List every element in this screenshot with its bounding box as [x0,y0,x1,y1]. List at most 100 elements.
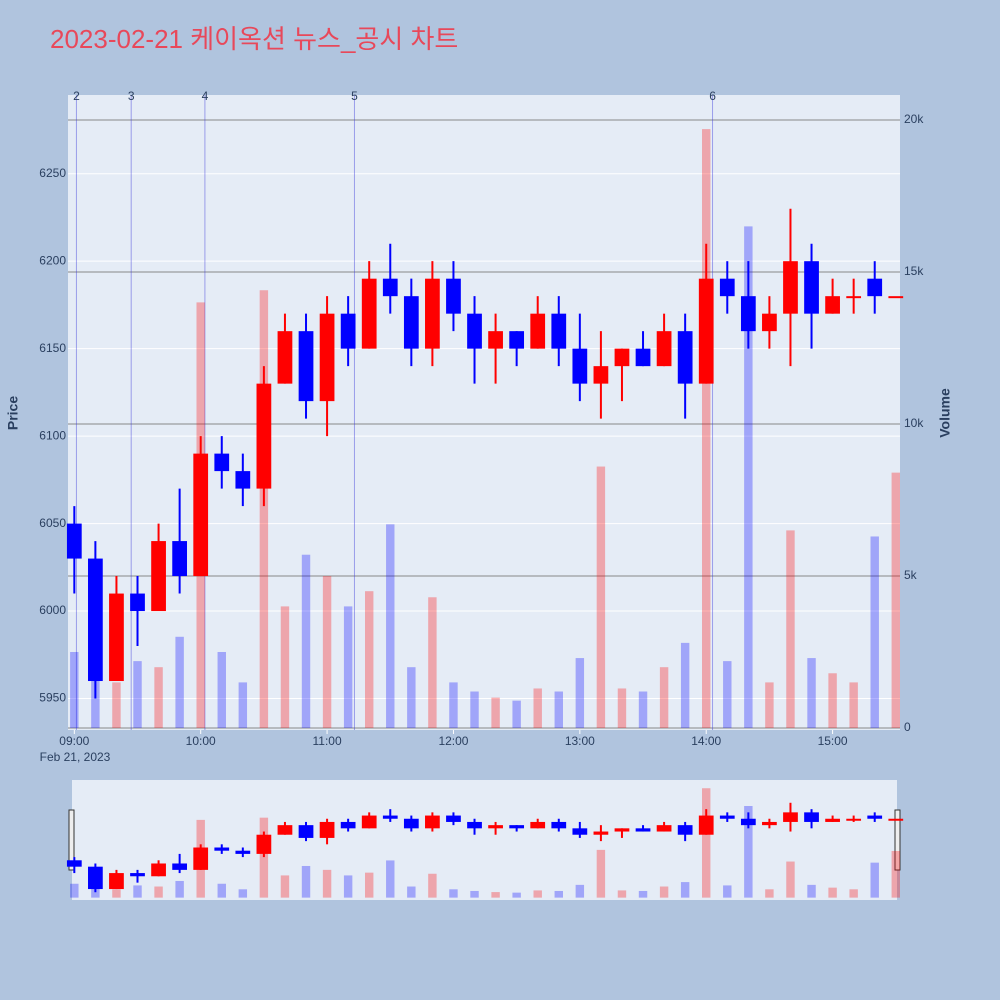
volume-bar [407,886,416,898]
y2-axis-label: Volume [937,388,953,438]
candle-body [846,296,862,299]
volume-bar [154,667,163,728]
volume-bar [301,554,311,728]
candle-body [425,278,440,349]
volume-bar [512,700,521,728]
range-handle[interactable] [68,809,75,871]
y-tick-label: 6000 [39,603,66,617]
candle-body [509,825,525,829]
volume-bar [470,691,479,728]
candle-body [446,278,461,314]
candle-body [825,296,840,314]
x-tick-label: 10:00 [186,734,216,748]
candle-body [530,821,546,829]
candle-body [572,828,588,835]
candle-body [66,523,82,559]
range-handle[interactable] [894,809,901,871]
volume-bar [849,682,858,728]
candle-body [382,815,398,819]
candle-body [656,331,672,367]
candle-body [172,863,188,870]
volume-bar [680,882,690,898]
candle-body [403,296,419,349]
candle-body [88,866,103,890]
y-tick-label: 5950 [39,691,66,705]
volume-bar [217,883,226,898]
chart-title: 2023-02-21 케이옥션 뉴스_공시 차트 [50,24,458,54]
volume-bar [870,862,879,898]
candle-body [614,348,630,367]
volume-bar [449,682,458,728]
x-date-label: Feb 21, 2023 [40,750,111,764]
candle-body [593,831,609,835]
candle-body [740,296,756,332]
candle-body [804,261,819,314]
candle-body [488,825,503,829]
volume-bar [659,886,669,898]
volume-bar [702,129,711,728]
volume-bar [617,890,627,898]
volume-bar [828,673,837,728]
volume-bar [870,536,879,728]
y2-tick-label: 5k [904,568,918,582]
range-slider[interactable] [72,780,897,900]
candle-body [783,812,798,822]
volume-bar [470,890,479,898]
news-label: 4 [202,89,209,103]
candle-body [172,541,188,577]
candle-body [214,847,230,851]
volume-bar [554,890,563,898]
candle-body [825,818,840,822]
volume-bar [575,658,585,728]
volume-bar [786,530,795,728]
volume-bar [70,651,79,728]
volume-bar [217,651,226,728]
y2-tick-label: 15k [904,264,924,278]
volume-bar [386,524,395,728]
volume-bar [238,682,248,728]
candle-body [572,348,588,384]
volume-bar [133,885,142,898]
candle-body [235,850,251,854]
news-label: 2 [73,89,80,103]
volume-bar [386,860,395,898]
volume-bar [449,889,458,898]
volume-bar [638,691,648,728]
volume-bar [807,658,816,728]
candle-body [446,815,461,822]
candle-body [846,818,862,821]
y2-tick-label: 0 [904,720,911,734]
news-label: 5 [351,89,358,103]
volume-bar [786,861,795,898]
candle-body [193,847,209,870]
candle-body [130,873,145,877]
volume-bar [322,869,332,898]
volume-bar [638,890,648,898]
volume-bar [702,788,711,898]
candle-body [698,278,714,384]
candle-body [193,453,209,577]
candle-body [719,278,735,297]
volume-bar [259,817,269,898]
candle-body [656,825,672,832]
volume-bar [765,682,774,728]
volume-bar [343,875,353,898]
x-tick-label: 13:00 [565,734,595,748]
volume-bar [428,873,437,898]
candle-body [425,815,440,829]
volume-bar [891,850,900,898]
x-tick-label: 11:00 [313,734,342,748]
x-tick-label: 15:00 [818,734,848,748]
volume-bar [828,887,837,898]
volume-bar [238,889,248,898]
volume-bar [723,885,732,898]
volume-bar [596,466,606,728]
volume-bar [680,642,690,728]
volume-bar [428,597,437,728]
y2-tick-label: 20k [904,112,924,126]
volume-bar [364,591,374,728]
candle-body [635,348,651,367]
volume-bar [175,636,184,728]
candle-body [762,313,777,332]
candle-body [382,278,398,297]
